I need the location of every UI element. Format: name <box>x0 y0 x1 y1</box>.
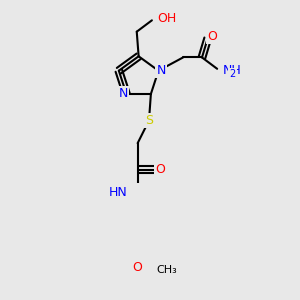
Text: N: N <box>157 64 166 77</box>
Text: O: O <box>208 30 218 43</box>
Text: N: N <box>119 88 128 100</box>
Text: OH: OH <box>158 12 177 25</box>
Text: 2: 2 <box>230 68 236 79</box>
Text: NH: NH <box>223 64 242 77</box>
Text: HN: HN <box>109 186 127 199</box>
Text: CH₃: CH₃ <box>157 265 177 275</box>
Text: S: S <box>145 114 153 127</box>
Text: O: O <box>155 163 165 176</box>
Text: O: O <box>133 261 142 274</box>
